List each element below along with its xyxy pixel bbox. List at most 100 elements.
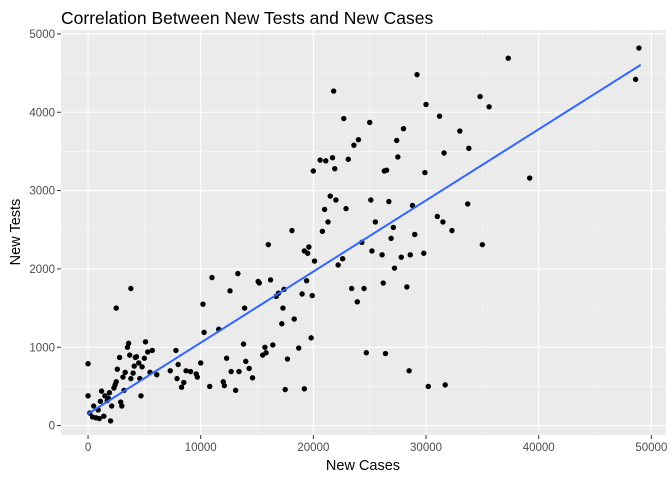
data-point xyxy=(223,355,230,361)
data-point xyxy=(125,340,132,347)
data-point xyxy=(436,113,443,119)
data-point xyxy=(98,388,105,394)
data-point xyxy=(101,413,107,419)
y-tick-label: 2000 xyxy=(29,264,55,276)
data-point xyxy=(167,368,173,374)
data-point xyxy=(106,389,113,396)
data-point xyxy=(227,288,233,294)
data-point xyxy=(391,265,398,271)
data-point xyxy=(232,387,239,394)
data-point xyxy=(133,353,140,360)
data-point xyxy=(154,371,160,378)
data-point xyxy=(113,379,119,385)
y-axis-title: New Tests xyxy=(8,199,24,266)
data-point xyxy=(309,292,315,299)
data-point xyxy=(289,227,295,234)
trend-line xyxy=(87,64,642,415)
data-point xyxy=(332,165,338,172)
data-point xyxy=(354,299,361,305)
x-tick-label: 20000 xyxy=(297,442,329,454)
data-point xyxy=(265,241,271,248)
data-point xyxy=(306,244,312,250)
data-point xyxy=(335,262,341,268)
data-point xyxy=(128,375,134,382)
data-point xyxy=(139,364,145,370)
data-point xyxy=(477,93,483,100)
data-point xyxy=(198,360,204,366)
data-point xyxy=(379,252,385,258)
data-point xyxy=(423,101,429,108)
data-point xyxy=(221,382,228,389)
data-point xyxy=(299,291,305,297)
data-point xyxy=(372,219,379,225)
data-point xyxy=(329,154,336,161)
data-point xyxy=(404,284,410,290)
data-point xyxy=(351,142,357,148)
data-point xyxy=(323,158,329,164)
data-point xyxy=(303,277,310,284)
trend-layer xyxy=(87,64,642,415)
data-point xyxy=(243,358,249,365)
data-point xyxy=(113,305,119,311)
data-point xyxy=(228,368,234,375)
data-point xyxy=(142,339,149,345)
data-point xyxy=(127,352,133,358)
data-point xyxy=(440,219,446,225)
data-point xyxy=(398,254,404,260)
x-tick-label: 40000 xyxy=(523,442,555,454)
data-point xyxy=(368,197,374,203)
y-tick-label: 0 xyxy=(49,421,55,433)
data-point xyxy=(90,403,97,409)
data-point xyxy=(369,248,375,254)
data-point xyxy=(138,393,144,399)
grid-lines xyxy=(61,30,666,435)
data-point xyxy=(85,393,91,399)
data-point xyxy=(119,403,125,409)
data-point xyxy=(291,316,297,322)
data-point xyxy=(366,119,373,126)
data-point xyxy=(270,342,276,348)
data-point xyxy=(348,285,355,292)
data-point xyxy=(479,241,486,248)
data-point xyxy=(305,250,311,256)
data-point xyxy=(400,126,407,132)
data-point xyxy=(486,104,492,110)
data-point xyxy=(406,368,412,374)
data-point xyxy=(280,305,286,311)
data-point xyxy=(311,258,318,264)
data-point xyxy=(120,374,126,380)
data-point xyxy=(85,361,91,367)
data-point xyxy=(241,305,248,311)
data-point xyxy=(240,341,247,347)
data-point xyxy=(145,349,151,355)
data-point xyxy=(262,344,268,350)
data-point xyxy=(235,270,241,277)
data-point xyxy=(130,370,136,376)
data-point xyxy=(97,398,104,405)
data-point xyxy=(128,285,134,292)
data-point xyxy=(207,383,213,390)
x-axis: 0 10000 20000 30000 40000 50000 xyxy=(85,435,667,454)
data-point xyxy=(256,280,262,286)
data-point xyxy=(330,88,337,94)
data-point xyxy=(308,335,314,341)
data-point xyxy=(279,321,285,327)
data-point xyxy=(409,202,416,209)
data-point xyxy=(96,415,103,422)
x-tick-label: 50000 xyxy=(635,442,667,454)
data-point xyxy=(407,252,413,258)
data-point xyxy=(181,379,187,386)
data-point xyxy=(122,369,128,376)
data-points xyxy=(85,45,642,424)
data-point xyxy=(382,350,389,357)
x-tick-label: 10000 xyxy=(185,442,217,454)
data-point xyxy=(178,384,185,390)
data-point xyxy=(246,365,252,372)
data-point xyxy=(343,205,349,212)
data-point xyxy=(333,197,339,203)
data-point xyxy=(263,350,269,356)
data-point xyxy=(175,361,181,368)
data-point xyxy=(363,350,370,356)
data-point xyxy=(390,224,397,231)
data-point xyxy=(194,374,201,380)
